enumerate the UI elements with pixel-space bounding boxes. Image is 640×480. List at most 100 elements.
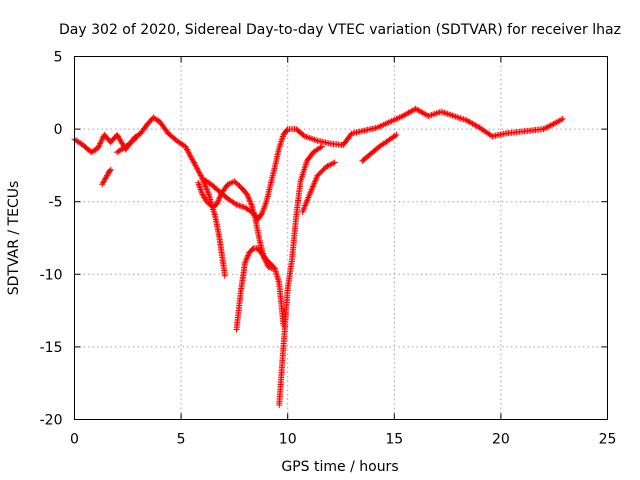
y-tick-label: 0 <box>54 122 63 138</box>
y-tick-label: -20 <box>40 413 63 429</box>
data-marker-run <box>540 122 554 133</box>
data-marker-run <box>252 217 263 244</box>
data-marker-run <box>549 116 565 128</box>
data-marker-run <box>99 171 111 188</box>
data-marker-run <box>105 167 113 176</box>
data-marker-run <box>190 159 205 180</box>
data-marker-run <box>263 256 273 266</box>
data-marker-run <box>231 178 243 189</box>
chart-title: Day 302 of 2020, Sidereal Day-to-day VTE… <box>59 22 621 38</box>
x-axis-label: GPS time / hours <box>281 459 398 475</box>
plot-frame <box>74 56 608 420</box>
data-marker-run <box>387 113 405 125</box>
data-marker <box>559 115 566 122</box>
data-marker-run <box>367 144 382 157</box>
data-marker-run <box>199 175 212 196</box>
y-tick-label: -15 <box>40 340 63 356</box>
data-marker-run <box>173 137 187 149</box>
x-tick-label: 5 <box>177 432 186 448</box>
data-marker-run <box>463 117 482 130</box>
y-tick-label: 5 <box>54 50 63 66</box>
data-marker <box>133 134 140 141</box>
data-marker-run <box>276 374 285 408</box>
x-tick-label: 25 <box>599 432 617 448</box>
data-marker-run <box>359 151 373 164</box>
x-tick-label: 20 <box>492 432 510 448</box>
data-marker-run <box>156 118 171 136</box>
data-marker-run <box>289 215 300 263</box>
data-marker-run <box>323 160 337 170</box>
y-tick-label: -10 <box>40 267 63 283</box>
data-marker-run <box>233 309 242 333</box>
y-axis-label: SDTVAR / TECUs <box>6 181 22 296</box>
data-marker-run <box>303 150 316 164</box>
data-marker-run <box>165 130 179 143</box>
x-tick-label: 15 <box>385 432 403 448</box>
data-marker-run <box>271 146 282 170</box>
data-marker-run <box>306 174 320 199</box>
data-marker-run <box>114 143 130 156</box>
data-marker-run <box>310 144 324 156</box>
data-marker-run <box>214 191 224 207</box>
data-marker-run <box>182 143 197 164</box>
data-marker-run <box>218 182 231 196</box>
grid-lines <box>74 56 608 420</box>
data-marker-run <box>278 345 287 379</box>
data-marker-run <box>225 195 239 207</box>
data-marker-run <box>267 165 278 188</box>
x-tick-label: 0 <box>70 432 79 448</box>
series-rise <box>359 131 400 164</box>
x-tick-label: 10 <box>279 432 297 448</box>
axis-ticks: 0 5 10 15 20 25 -20 -15 -10 -5 0 5 <box>40 50 617 448</box>
data-marker <box>318 143 325 150</box>
data-marker-run <box>248 201 259 222</box>
data-marker-run <box>297 159 310 185</box>
series-segment-2 <box>114 134 140 156</box>
series-deep-dip-2 <box>276 143 325 408</box>
y-tick-label: -5 <box>49 195 63 211</box>
data-marker-run <box>235 290 244 314</box>
data-points <box>71 105 566 408</box>
series-left-branch <box>199 175 228 279</box>
data-marker-run <box>195 179 205 196</box>
data-marker-run <box>265 264 275 271</box>
data-marker-run <box>280 316 289 350</box>
data-marker-run <box>476 124 494 139</box>
data-marker-run <box>280 127 290 138</box>
data-marker-run <box>246 246 256 256</box>
data-marker-run <box>212 213 223 240</box>
data-marker-run <box>237 184 250 197</box>
data-marker-run <box>137 123 150 137</box>
data-marker-run <box>282 287 291 321</box>
data-marker-run <box>293 180 304 220</box>
data-marker <box>331 159 338 166</box>
data-marker-run <box>314 165 328 179</box>
data-marker-run <box>376 138 390 150</box>
data-marker-run <box>267 261 277 271</box>
data-marker-run <box>276 280 285 305</box>
data-marker-run <box>88 145 100 156</box>
data-marker-run <box>299 194 312 215</box>
data-marker-run <box>150 114 162 124</box>
data-marker-run <box>199 191 209 204</box>
series-segment-1 <box>99 166 114 188</box>
data-marker-run <box>293 126 307 139</box>
data-marker-run <box>254 245 265 256</box>
series-recovery <box>299 159 338 215</box>
data-marker-run <box>207 181 222 194</box>
data-marker <box>221 272 228 279</box>
data-marker <box>393 131 400 138</box>
data-marker <box>107 166 114 173</box>
data-marker-run <box>259 200 269 217</box>
data-marker-run <box>384 132 398 144</box>
data-marker-run <box>242 251 252 266</box>
data-marker-run <box>244 191 254 207</box>
data-marker-run <box>263 183 274 205</box>
data-marker-run <box>124 135 139 149</box>
data-marker-run <box>210 201 220 211</box>
data-marker-run <box>451 113 469 123</box>
data-marker-run <box>340 131 354 149</box>
data-marker-run <box>259 251 269 262</box>
